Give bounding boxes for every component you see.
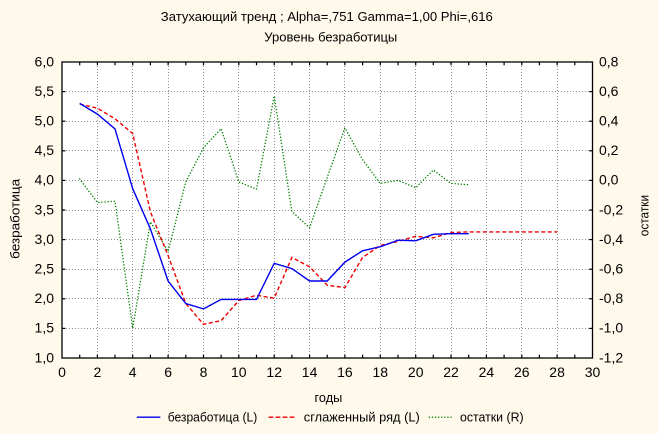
svg-text:сглаженный ряд (L): сглаженный ряд (L) — [304, 409, 420, 424]
svg-text:1,0: 1,0 — [35, 349, 55, 365]
svg-text:годы: годы — [315, 390, 343, 405]
svg-text:-1,2: -1,2 — [599, 349, 623, 365]
svg-text:4: 4 — [129, 364, 137, 380]
svg-text:26: 26 — [514, 364, 530, 380]
svg-text:0: 0 — [58, 364, 66, 380]
svg-text:22: 22 — [443, 364, 459, 380]
svg-text:0,2: 0,2 — [599, 142, 619, 158]
svg-text:4,0: 4,0 — [35, 172, 55, 188]
svg-text:4,5: 4,5 — [35, 142, 55, 158]
svg-text:2,0: 2,0 — [35, 290, 55, 306]
svg-text:-0,6: -0,6 — [599, 261, 623, 277]
svg-text:3,0: 3,0 — [35, 231, 55, 247]
svg-text:0,4: 0,4 — [599, 113, 619, 129]
svg-text:6,0: 6,0 — [35, 53, 55, 69]
svg-text:безработица (L): безработица (L) — [168, 409, 258, 424]
svg-text:остатки: остатки — [636, 195, 651, 236]
svg-text:16: 16 — [337, 364, 353, 380]
svg-text:0,6: 0,6 — [599, 83, 619, 99]
svg-text:безработица: безработица — [8, 178, 23, 259]
svg-text:0,8: 0,8 — [599, 53, 619, 69]
svg-text:5,0: 5,0 — [35, 113, 55, 129]
svg-text:10: 10 — [231, 364, 247, 380]
svg-text:20: 20 — [408, 364, 424, 380]
svg-text:-0,4: -0,4 — [599, 231, 623, 247]
svg-text:14: 14 — [302, 364, 318, 380]
svg-text:30: 30 — [585, 364, 601, 380]
svg-text:остатки (R): остатки (R) — [460, 409, 524, 424]
svg-text:1,5: 1,5 — [35, 320, 55, 336]
svg-text:5,5: 5,5 — [35, 83, 55, 99]
svg-text:3,5: 3,5 — [35, 201, 55, 217]
svg-text:6: 6 — [164, 364, 172, 380]
svg-text:Уровень безработицы: Уровень безработицы — [264, 29, 397, 44]
svg-text:12: 12 — [266, 364, 282, 380]
svg-text:28: 28 — [549, 364, 565, 380]
svg-text:18: 18 — [373, 364, 389, 380]
svg-text:2,5: 2,5 — [35, 261, 55, 277]
svg-text:-0,2: -0,2 — [599, 201, 623, 217]
svg-text:2: 2 — [94, 364, 102, 380]
svg-text:8: 8 — [200, 364, 208, 380]
svg-text:Затухающий тренд ; Alpha=,751: Затухающий тренд ; Alpha=,751 Gamma=1,00… — [161, 9, 493, 24]
svg-text:-1,0: -1,0 — [599, 320, 623, 336]
svg-text:24: 24 — [479, 364, 495, 380]
svg-text:-0,8: -0,8 — [599, 290, 623, 306]
svg-text:0,0: 0,0 — [599, 172, 619, 188]
